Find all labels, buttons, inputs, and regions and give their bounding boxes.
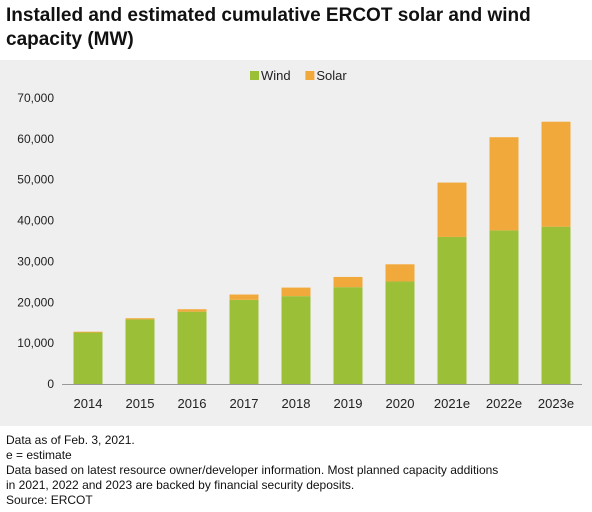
y-tick-label: 40,000 (17, 214, 54, 228)
bar-wind (281, 296, 311, 384)
y-tick-label: 10,000 (17, 336, 54, 350)
x-tick-label: 2023e (538, 396, 574, 411)
note-data-basis-cont: in 2021, 2022 and 2023 are backed by fin… (6, 478, 355, 492)
bar-solar (333, 276, 363, 288)
bar-solar (125, 318, 155, 320)
bar-wind (333, 287, 363, 384)
bar-wind (125, 319, 155, 384)
x-axis: 2014 2015 2016 2017 2018 2019 2020 2021e 2022e 20… (62, 384, 582, 411)
legend-swatch-solar (305, 71, 315, 80)
stacked-bar-chart: Wind Solar 0 10,000 20,000 30,000 40,000 50,00… (17, 68, 582, 411)
bar-solar (229, 294, 259, 300)
legend-label-wind: Wind (261, 68, 291, 83)
legend-label-solar: Solar (316, 68, 347, 83)
legend-swatch-wind (250, 71, 259, 80)
bar-solar (177, 309, 207, 312)
x-tick-label: 2020 (386, 396, 415, 411)
bar-wind (541, 226, 571, 384)
x-tick-label: 2018 (282, 396, 311, 411)
x-tick-label: 2015 (126, 396, 155, 411)
chart-title: Installed and estimated cumulative ERCOT… (6, 5, 531, 50)
x-tick-label: 2022e (486, 396, 522, 411)
x-tick-label: 2014 (74, 396, 103, 411)
bar-wind (385, 281, 415, 384)
y-tick-label: 60,000 (17, 132, 54, 146)
bar-solar (489, 137, 519, 231)
bar-solar (385, 264, 415, 282)
legend: Wind Solar (250, 68, 347, 83)
y-axis: 0 10,000 20,000 30,000 40,000 50,000 60,000 70,… (17, 91, 54, 391)
y-tick-label: 0 (47, 377, 54, 391)
bar-solar (437, 182, 467, 237)
y-tick-label: 20,000 (17, 295, 54, 309)
y-tick-label: 50,000 (17, 173, 54, 187)
bar-solar (541, 121, 571, 227)
x-tick-label: 2016 (178, 396, 207, 411)
chart-panel: Wind Solar 0 10,000 20,000 30,000 40,000 50,00… (0, 60, 592, 426)
bar-wind (489, 230, 519, 384)
y-tick-label: 30,000 (17, 254, 54, 268)
note-data-basis: Data based on latest resource owner/deve… (6, 463, 499, 477)
note-estimate-key: e = estimate (6, 448, 72, 462)
x-tick-label: 2021e (434, 396, 470, 411)
note-source: Source: ERCOT (6, 493, 93, 507)
note-data-date: Data as of Feb. 3, 2021. (6, 433, 135, 447)
bar-wind (73, 332, 103, 384)
bar-wind (437, 236, 467, 384)
bar-wind (229, 299, 259, 384)
chart-notes: Data as of Feb. 3, 2021. e = estimate Da… (6, 433, 590, 508)
bar-solar (73, 331, 103, 333)
x-tick-label: 2017 (230, 396, 259, 411)
bar-wind (177, 311, 207, 384)
x-tick-label: 2019 (334, 396, 363, 411)
y-tick-label: 70,000 (17, 91, 54, 105)
bar-solar (281, 287, 311, 297)
bars (73, 121, 571, 384)
